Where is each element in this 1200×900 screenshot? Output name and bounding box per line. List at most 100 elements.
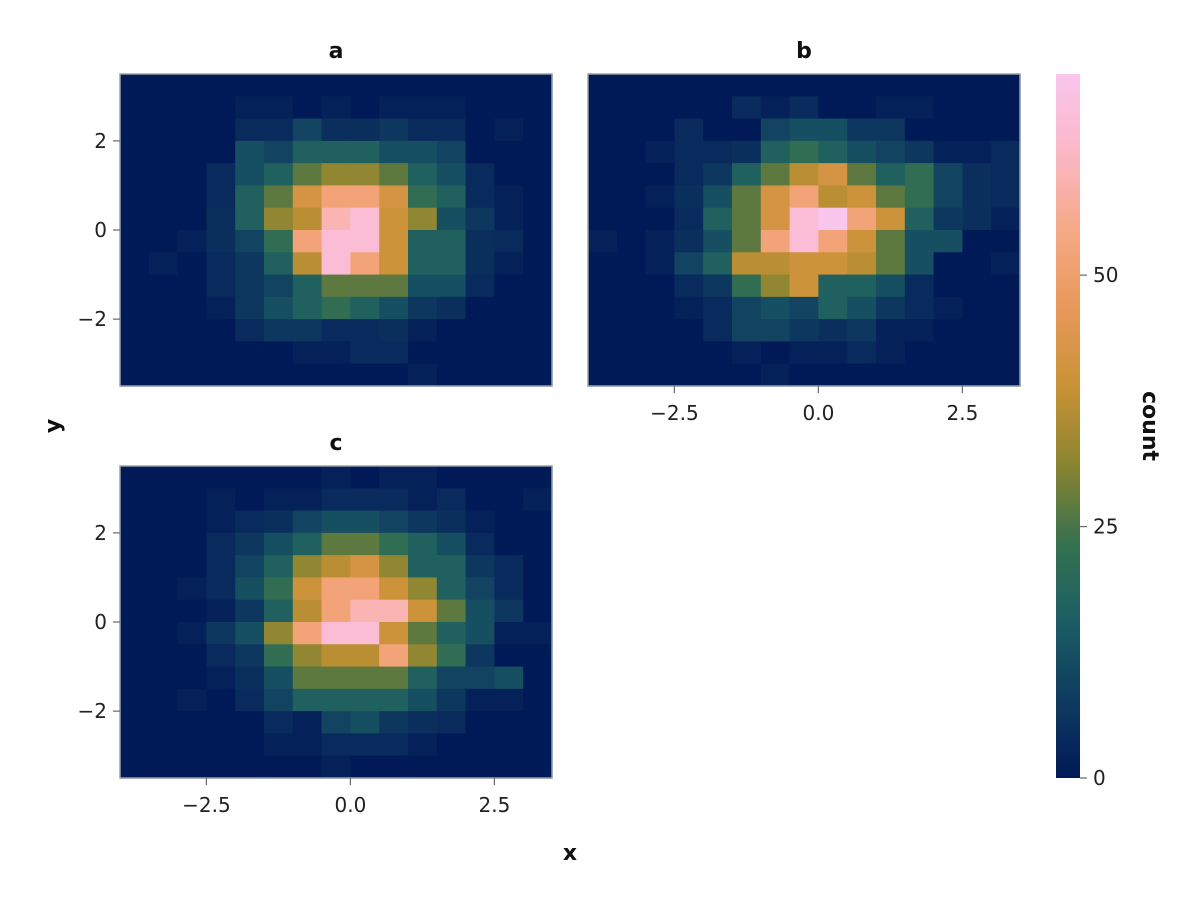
panel-c: c −2 0 2 −2.5 0.0 2.5 — [78, 431, 553, 817]
heatmap-cell — [674, 274, 704, 298]
heatmap-cell — [350, 555, 380, 579]
heatmap-cell — [465, 488, 495, 512]
heatmap-cell — [523, 666, 553, 690]
heatmap-cell — [235, 163, 265, 187]
heatmap-cell — [292, 555, 323, 579]
heatmap-cell — [206, 207, 236, 231]
heatmap-cell — [674, 185, 704, 209]
heatmap-cell — [148, 230, 179, 253]
heatmap-cell — [962, 185, 992, 209]
heatmap-cell — [148, 488, 179, 512]
x-tick-label: −2.5 — [650, 401, 699, 425]
heatmap-cell — [876, 341, 906, 365]
heatmap-cell — [235, 666, 265, 690]
heatmap-cell — [876, 185, 906, 209]
heatmap-cell — [991, 252, 1021, 276]
heatmap-cell — [235, 510, 265, 534]
heatmap-cell — [760, 252, 791, 276]
heatmap-cell — [350, 622, 380, 645]
heatmap-cell — [235, 488, 265, 512]
heatmap-cell — [703, 74, 733, 97]
heatmap-cell — [292, 163, 323, 187]
heatmap-cell — [235, 466, 265, 489]
heatmap-cell — [379, 666, 409, 690]
heatmap-cell — [818, 274, 848, 298]
heatmap-cell — [148, 319, 179, 343]
heatmap-cell — [933, 319, 963, 343]
heatmap-cell — [264, 622, 294, 645]
heatmap-cell — [645, 274, 675, 298]
heatmap-cell — [120, 555, 150, 579]
heatmap-cell — [148, 140, 179, 164]
heatmap-cell — [789, 296, 819, 320]
heatmap-cell — [350, 599, 380, 623]
heatmap-cell — [523, 341, 553, 365]
heatmap-cell — [760, 140, 791, 164]
heatmap-cell — [523, 755, 553, 779]
heatmap-cell — [674, 230, 704, 253]
heatmap-cell — [588, 118, 618, 142]
heatmap-cell — [465, 733, 495, 757]
heatmap-cell — [674, 296, 704, 320]
heatmap-cell — [588, 163, 618, 187]
heatmap-cell — [991, 274, 1021, 298]
heatmap-cell — [616, 363, 647, 387]
heatmap-cell — [645, 252, 675, 276]
heatmap-cell — [465, 577, 495, 601]
heatmap-cell — [732, 319, 762, 343]
heatmap-cell — [876, 74, 906, 97]
heatmap-cell — [177, 185, 207, 209]
heatmap-cell — [703, 207, 733, 231]
heatmap-cell — [379, 363, 409, 387]
heatmap-cell — [350, 163, 380, 187]
panel-b: b −2.5 0.0 2.5 — [587, 39, 1021, 425]
heatmap-cell — [408, 252, 438, 276]
heatmap-cell — [321, 230, 351, 253]
heatmap-cell — [436, 488, 467, 512]
heatmap-cell — [616, 296, 647, 320]
heatmap-cell — [616, 230, 647, 253]
heatmap-cell — [674, 207, 704, 231]
heatmap-cell — [148, 185, 179, 209]
heatmap-cell — [379, 622, 409, 645]
heatmap-cell — [523, 319, 553, 343]
heatmap-cell — [523, 118, 553, 142]
heatmap-cell — [789, 96, 819, 120]
heatmap-cell — [379, 118, 409, 142]
heatmap-cell — [494, 363, 524, 387]
heatmap-cell — [962, 74, 992, 97]
heatmap-cell — [703, 163, 733, 187]
heatmap-cell — [465, 363, 495, 387]
heatmap-cell — [436, 207, 467, 231]
heatmap-cell — [120, 185, 150, 209]
heatmap-cell — [436, 755, 467, 779]
heatmap-cell — [206, 755, 236, 779]
heatmap-cell — [818, 163, 848, 187]
heatmap-cell — [523, 185, 553, 209]
heatmap-cell — [847, 140, 877, 164]
heatmap-cell — [991, 363, 1021, 387]
heatmap-cell — [991, 96, 1021, 120]
heatmap-cell — [264, 466, 294, 489]
heatmap-cell — [408, 466, 438, 489]
heatmap-cell — [148, 622, 179, 645]
heatmap-cell — [235, 118, 265, 142]
heatmap-cell — [703, 341, 733, 365]
heatmap-cell — [732, 296, 762, 320]
heatmap-cell — [206, 319, 236, 343]
heatmap-cell — [465, 341, 495, 365]
heatmap-cell — [703, 296, 733, 320]
colorbar-tick-label: 50 — [1093, 263, 1118, 287]
heatmap-cell — [760, 185, 791, 209]
heatmap-cell — [436, 666, 467, 690]
heatmap-cell — [436, 688, 467, 712]
heatmap-cell — [645, 96, 675, 120]
heatmap-cell — [206, 555, 236, 579]
heatmap-cell — [321, 466, 351, 489]
heatmap-cell — [177, 688, 207, 712]
heatmap-cell — [494, 140, 524, 164]
heatmap-cell — [379, 230, 409, 253]
heatmap-cell — [588, 140, 618, 164]
heatmap-cell — [645, 341, 675, 365]
heatmap-cell — [177, 319, 207, 343]
